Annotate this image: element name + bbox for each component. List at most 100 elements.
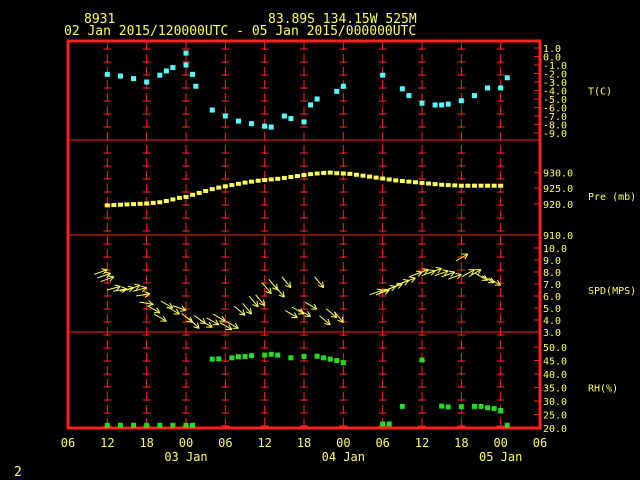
temperature-point <box>419 100 425 106</box>
wind-head <box>341 316 344 323</box>
y-tick-label: 910.0 <box>543 231 573 242</box>
wind-arrow <box>291 306 305 315</box>
pressure-point <box>275 176 281 181</box>
humidity-point <box>321 355 327 361</box>
temperature-point <box>471 93 477 99</box>
y-tick-label: 4.0 <box>543 316 561 327</box>
wind-shaft <box>261 282 272 294</box>
x-tick-label: 12 <box>100 436 114 450</box>
wind-arrow <box>147 305 161 314</box>
wind-head <box>179 309 187 312</box>
humidity-point <box>334 358 340 363</box>
temperature-point <box>504 75 510 81</box>
wind-shaft <box>100 276 115 283</box>
wind-shaft <box>448 273 462 280</box>
wind-arrow <box>475 272 488 281</box>
humidity-point <box>498 407 504 413</box>
pressure-point <box>485 183 491 188</box>
temperature-point <box>439 102 445 108</box>
y-tick-label: 6.0 <box>543 292 561 303</box>
wind-shaft <box>314 276 325 288</box>
wind-shaft <box>325 308 338 318</box>
y-axis-label: Pre (mb) <box>588 192 636 203</box>
wind-arrow <box>153 313 167 322</box>
station-id: 8931 <box>84 12 115 27</box>
humidity-point <box>445 404 451 410</box>
pressure-point <box>131 202 137 207</box>
wind-head <box>221 315 226 322</box>
y-tick-label: -7.0 <box>543 112 567 123</box>
y-tick-label: 40.0 <box>543 370 567 381</box>
wind-shaft <box>248 295 259 308</box>
wind-shaft <box>428 267 442 274</box>
y-tick-label: 50.0 <box>543 343 567 354</box>
wind-head <box>313 303 318 310</box>
humidity-point <box>275 352 281 358</box>
temperature-point <box>183 62 189 68</box>
y-tick-label: 3.0 <box>543 328 561 339</box>
wind-head <box>135 284 141 291</box>
temperature-point <box>498 85 504 91</box>
wind-head <box>278 294 285 298</box>
wind-shaft <box>475 272 488 281</box>
wind-shaft <box>199 319 213 328</box>
pressure-point <box>268 177 274 182</box>
humidity-point <box>439 403 445 409</box>
wind-head <box>456 274 462 280</box>
y-tick-label: 20.0 <box>543 424 567 435</box>
temperature-point <box>131 76 137 82</box>
y-axis-labels: 1.00.0-1.0-2.0-3.0-4.0-5.0-6.0-7.0-8.0-9… <box>534 44 636 435</box>
wind-head <box>102 269 108 275</box>
pressure-point <box>386 177 392 182</box>
wind-shaft <box>291 306 305 315</box>
humidity-point <box>340 360 346 366</box>
wind-head <box>282 291 285 298</box>
y-tick-label: -3.0 <box>543 78 567 89</box>
humidity-point <box>327 356 333 362</box>
y-tick-label: 7.0 <box>543 280 561 291</box>
wind-shaft <box>319 315 331 326</box>
wind-arrow <box>314 276 325 289</box>
pressure-point <box>439 182 445 187</box>
wind-arrow <box>481 275 495 284</box>
temperature-point <box>445 101 451 107</box>
wind-arrow <box>462 269 475 278</box>
temperature-point <box>314 96 320 102</box>
wind-head <box>199 322 206 325</box>
y-tick-label: 5.0 <box>543 304 561 315</box>
wind-arrow <box>448 273 462 280</box>
x-tick-label: 18 <box>454 436 468 450</box>
pressure-point <box>294 174 300 179</box>
wind-shaft <box>219 322 233 331</box>
y-tick-label: 10.0 <box>543 244 567 255</box>
wind-shaft <box>147 305 161 314</box>
wind-arrow <box>304 301 318 310</box>
pressure-point <box>314 171 320 176</box>
x-tick-label: 00 <box>493 436 507 450</box>
x-tick-label: 06 <box>533 436 547 450</box>
wind-head <box>181 305 187 311</box>
wind-shaft <box>113 288 128 292</box>
wind-arrow <box>206 317 220 326</box>
humidity-point <box>288 355 294 361</box>
wind-arrow <box>97 271 111 279</box>
wind-arrow <box>94 268 108 275</box>
temperature-point <box>104 71 110 77</box>
temperature-point <box>432 102 438 108</box>
pressure-point <box>150 200 156 205</box>
wind-head <box>424 269 429 275</box>
wind-arrow <box>333 311 344 323</box>
wind-head <box>293 312 298 318</box>
x-tick-label: 12 <box>415 436 429 450</box>
wind-head <box>450 271 456 277</box>
wind-arrow <box>212 313 226 322</box>
wind-head <box>307 311 311 317</box>
humidity-point <box>262 352 268 358</box>
temperature-point <box>117 73 123 79</box>
pressure-point <box>209 187 215 192</box>
wind-head <box>140 285 147 289</box>
pressure-point <box>301 173 307 178</box>
pressure-point <box>347 171 353 176</box>
wind-head <box>127 285 134 289</box>
wind-head <box>101 268 108 271</box>
